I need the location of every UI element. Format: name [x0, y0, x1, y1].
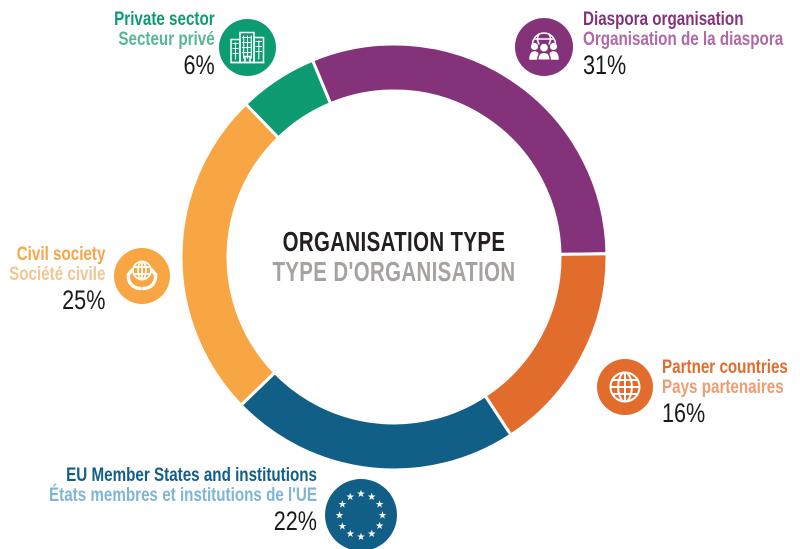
label-eu-member-states: EU Member States and institutions États … [49, 466, 317, 536]
label-subtitle-fr: Organisation de la diaspora [583, 29, 784, 50]
hands-globe-icon [114, 248, 170, 304]
label-title: Partner countries [662, 357, 788, 378]
eu-star: ★ [338, 521, 347, 532]
eu-star: ★ [346, 529, 355, 540]
label-percent: 22% [273, 506, 317, 536]
chart-center-text: ORGANISATION TYPE TYPE D'ORGANISATION [248, 227, 540, 287]
label-percent: 6% [183, 50, 215, 80]
chart-subtitle-fr: TYPE D'ORGANISATION [272, 256, 516, 287]
eu-star: ★ [378, 511, 387, 522]
people-globe-icon [515, 18, 573, 76]
label-title: Diaspora organisation [583, 9, 744, 30]
label-diaspora-organisation: Diaspora organisation Organisation de la… [583, 10, 783, 80]
donut-segment-private-sector [243, 58, 333, 140]
label-percent: 16% [662, 398, 706, 428]
label-subtitle-fr: Société civile [8, 264, 105, 285]
donut-segment-eu-member-states [238, 370, 513, 472]
label-subtitle-fr: États membres et institutions de l'UE [49, 485, 317, 506]
eu-star: ★ [375, 521, 384, 532]
eu-star: ★ [375, 500, 384, 511]
eu-star: ★ [335, 511, 344, 522]
label-subtitle-fr: Secteur privé [118, 29, 215, 50]
label-title: Private sector [114, 9, 215, 30]
eu-star: ★ [346, 492, 355, 503]
eu-star: ★ [357, 532, 366, 543]
globe-icon [597, 359, 653, 415]
eu-star: ★ [367, 529, 376, 540]
buildings-icon [219, 19, 276, 76]
label-percent: 25% [61, 285, 105, 315]
eu-stars-icon: ★ ★★★★★★★★★★★ [325, 479, 397, 549]
chart-title: ORGANISATION TYPE [282, 226, 506, 257]
eu-star: ★ [338, 500, 347, 511]
label-title: EU Member States and institutions [66, 465, 318, 486]
label-subtitle-fr: Pays partenaires [662, 377, 784, 398]
eu-star: ★ [357, 489, 366, 500]
label-percent: 31% [583, 50, 627, 80]
label-title: Civil society [16, 244, 106, 265]
label-private-sector: Private sector Secteur privé 6% [114, 10, 215, 80]
eu-star: ★ [367, 492, 376, 503]
label-partner-countries: Partner countries Pays partenaires 16% [662, 358, 788, 428]
label-civil-society: Civil society Société civile 25% [9, 245, 105, 315]
